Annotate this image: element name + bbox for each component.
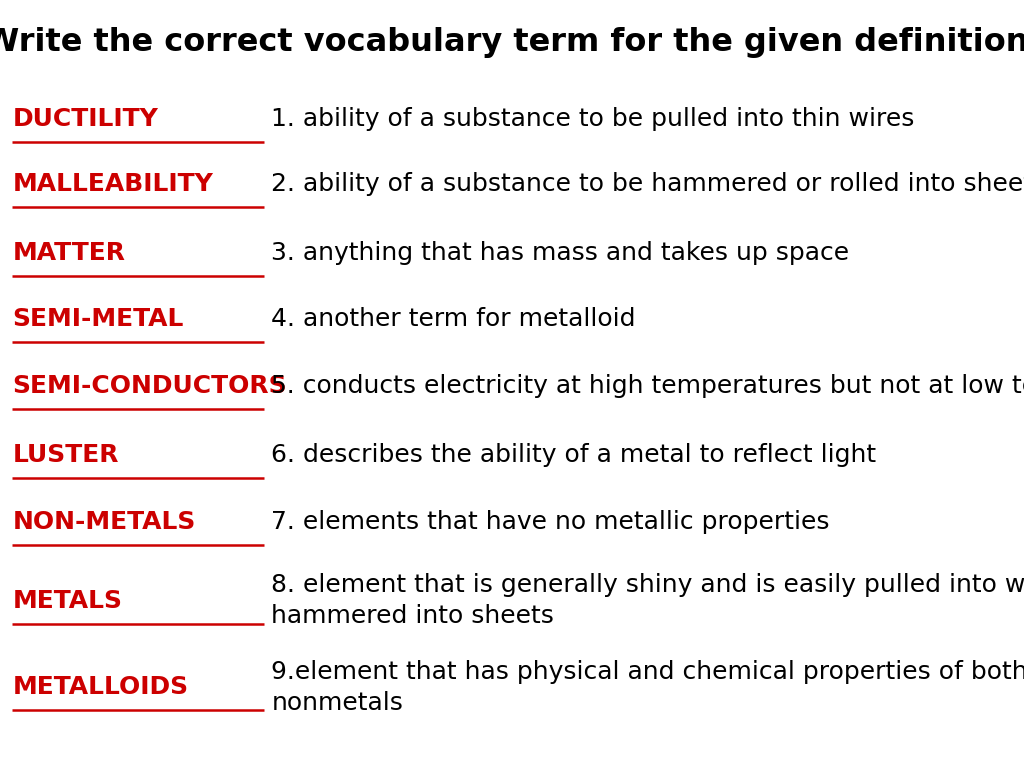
Text: 2. ability of a substance to be hammered or rolled into sheets: 2. ability of a substance to be hammered…	[271, 172, 1024, 197]
Text: DUCTILITY: DUCTILITY	[12, 107, 158, 131]
Text: 7. elements that have no metallic properties: 7. elements that have no metallic proper…	[271, 510, 829, 535]
Text: MATTER: MATTER	[12, 241, 125, 266]
Text: 3. anything that has mass and takes up space: 3. anything that has mass and takes up s…	[271, 241, 850, 266]
Text: 9.element that has physical and chemical properties of both metals and
nonmetals: 9.element that has physical and chemical…	[271, 660, 1024, 715]
Text: LUSTER: LUSTER	[12, 442, 119, 467]
Text: 1. ability of a substance to be pulled into thin wires: 1. ability of a substance to be pulled i…	[271, 107, 914, 131]
Text: MALLEABILITY: MALLEABILITY	[12, 172, 213, 197]
Text: METALS: METALS	[12, 588, 122, 613]
Text: 4. another term for metalloid: 4. another term for metalloid	[271, 306, 636, 331]
Text: 8. element that is generally shiny and is easily pulled into wires or
hammered i: 8. element that is generally shiny and i…	[271, 573, 1024, 628]
Text: Write the correct vocabulary term for the given definition.: Write the correct vocabulary term for th…	[0, 27, 1024, 58]
Text: 5. conducts electricity at high temperatures but not at low temperatures: 5. conducts electricity at high temperat…	[271, 373, 1024, 398]
Text: METALLOIDS: METALLOIDS	[12, 675, 188, 700]
Text: 6. describes the ability of a metal to reflect light: 6. describes the ability of a metal to r…	[271, 442, 877, 467]
Text: NON-METALS: NON-METALS	[12, 510, 196, 535]
Text: SEMI-CONDUCTORS: SEMI-CONDUCTORS	[12, 373, 287, 398]
Text: SEMI-METAL: SEMI-METAL	[12, 306, 183, 331]
